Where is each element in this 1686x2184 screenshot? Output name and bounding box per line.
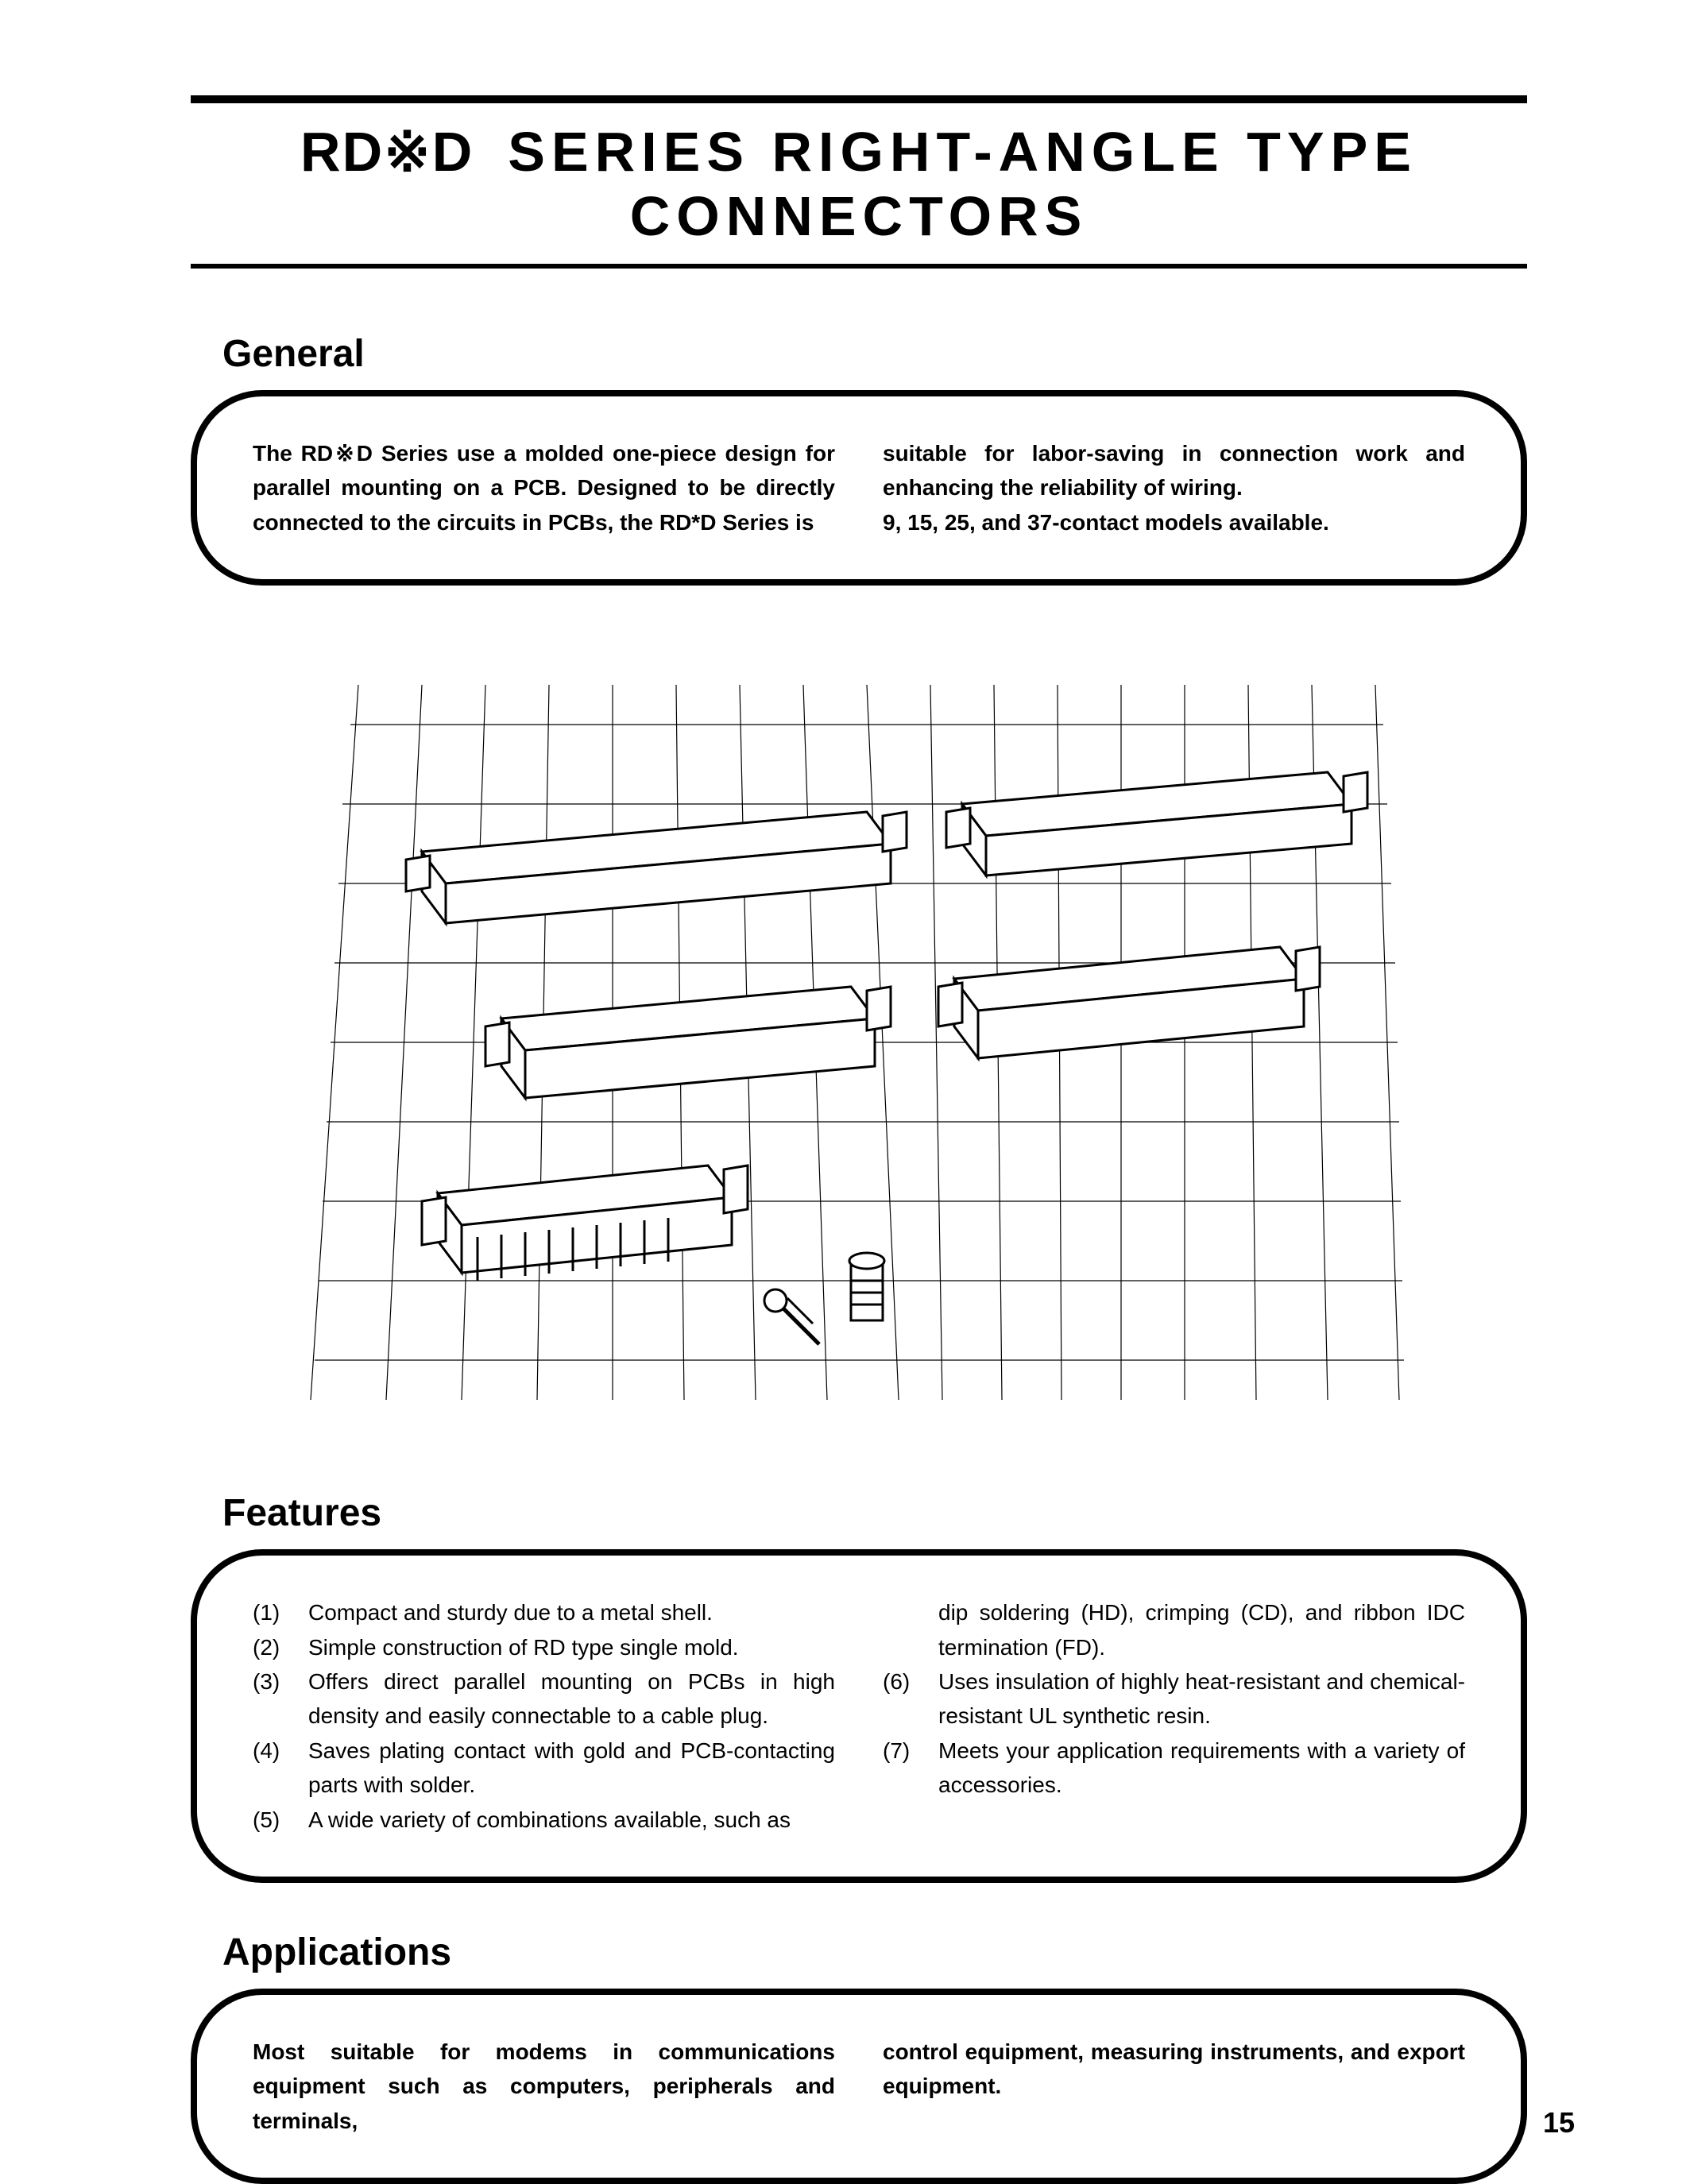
- title-prefix: RD: [300, 121, 384, 183]
- f-txt: Meets your application requirements with…: [938, 1734, 1465, 1803]
- f-num: (6): [883, 1664, 938, 1734]
- title-sym: ※: [384, 121, 432, 183]
- connector-2: [946, 772, 1367, 876]
- f-num: (3): [253, 1664, 308, 1734]
- applications-col1: Most suitable for modems in communicatio…: [253, 2035, 835, 2138]
- title-mid: D: [432, 121, 474, 183]
- f-num: [883, 1595, 938, 1664]
- standoff-1: [849, 1253, 884, 1320]
- f-num: (4): [253, 1734, 308, 1803]
- f-txt: Simple construction of RD type single mo…: [308, 1630, 835, 1664]
- page-title: RD※D SERIES RIGHT-ANGLE TYPE CONNECTORS: [191, 119, 1527, 248]
- features-box: (1)Compact and sturdy due to a metal she…: [191, 1549, 1527, 1883]
- title-rest: SERIES RIGHT-ANGLE TYPE CONNECTORS: [508, 121, 1417, 247]
- heading-features: Features: [222, 1491, 1527, 1535]
- connector-5: [422, 1165, 748, 1281]
- heading-applications: Applications: [222, 1931, 1527, 1974]
- general-col1: The RD※D Series use a molded one-piece d…: [253, 436, 835, 539]
- page: RD※D SERIES RIGHT-ANGLE TYPE CONNECTORS …: [0, 0, 1686, 2179]
- title-rule-bottom: [191, 264, 1527, 269]
- connector-4: [938, 947, 1320, 1058]
- f-txt: A wide variety of combinations available…: [308, 1803, 835, 1837]
- general-col2: suitable for labor-saving in connection …: [883, 436, 1465, 539]
- illustration-svg: [263, 645, 1455, 1440]
- screw-1: [764, 1289, 819, 1344]
- f-num: (1): [253, 1595, 308, 1629]
- page-number: 15: [1543, 2106, 1575, 2140]
- features-right: dip soldering (HD), crimping (CD), and r…: [883, 1595, 1465, 1837]
- title-rule-top: [191, 95, 1527, 103]
- applications-col2: control equipment, measuring instruments…: [883, 2035, 1465, 2138]
- f-num: (2): [253, 1630, 308, 1664]
- features-left: (1)Compact and sturdy due to a metal she…: [253, 1595, 835, 1837]
- f-num: (7): [883, 1734, 938, 1803]
- connector-illustration: [191, 633, 1527, 1451]
- f-txt: Compact and sturdy due to a metal shell.: [308, 1595, 835, 1629]
- f-txt: Offers direct parallel mounting on PCBs …: [308, 1664, 835, 1734]
- general-box: The RD※D Series use a molded one-piece d…: [191, 390, 1527, 586]
- f-txt: Uses insulation of highly heat-resistant…: [938, 1664, 1465, 1734]
- heading-general: General: [222, 332, 1527, 376]
- applications-box: Most suitable for modems in communicatio…: [191, 1989, 1527, 2184]
- f-txt: Saves plating contact with gold and PCB-…: [308, 1734, 835, 1803]
- f-num: (5): [253, 1803, 308, 1837]
- f-txt: dip soldering (HD), crimping (CD), and r…: [938, 1595, 1465, 1664]
- connector-3: [485, 987, 891, 1098]
